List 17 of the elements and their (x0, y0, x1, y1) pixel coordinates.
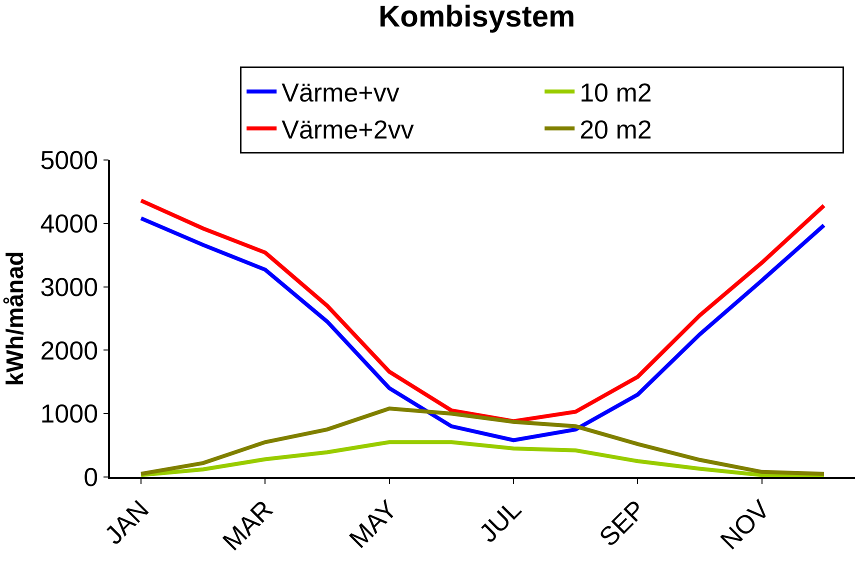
line-series (139, 406, 826, 476)
y-tick-label: 3000 (40, 272, 98, 302)
legend-label: Värme+2vv (282, 114, 414, 144)
x-tick-label: JAN (98, 494, 154, 550)
legend-label: Värme+vv (282, 78, 400, 108)
line-series (139, 440, 826, 477)
legend-label: 20 m2 (580, 114, 652, 144)
y-tick-label: 1000 (40, 398, 98, 429)
chart-title: Kombisystem (378, 0, 576, 34)
y-tick-label: 0 (84, 462, 98, 492)
y-tick-label: 5000 (40, 145, 98, 176)
x-tick-label: JUL (473, 494, 527, 548)
y-tick-label: 2000 (40, 335, 98, 366)
y-axis-title: kWh/månad (2, 251, 29, 386)
x-tick-label: SEP (593, 494, 652, 552)
y-tick-label: 4000 (40, 208, 98, 238)
legend-label: 10 m2 (580, 78, 652, 108)
